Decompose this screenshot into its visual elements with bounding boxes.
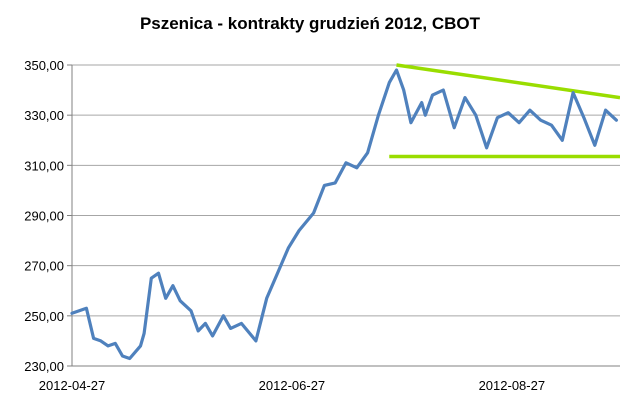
series-layer <box>70 68 619 361</box>
trend-layer <box>389 63 620 159</box>
price-series-line <box>70 68 619 361</box>
y-tick-label: 270,00 <box>24 259 64 274</box>
y-tick-label: 290,00 <box>24 209 64 224</box>
y-tick-label: 310,00 <box>24 158 64 173</box>
x-tick-label: 2012-06-27 <box>259 378 326 393</box>
chart-title: Pszenica - kontrakty grudzień 2012, CBOT <box>139 14 481 33</box>
axes-layer <box>67 64 620 367</box>
y-tick-label: 350,00 <box>24 58 64 73</box>
trend-line <box>396 63 620 100</box>
y-tick-label: 230,00 <box>24 359 64 374</box>
y-tick-label: 330,00 <box>24 108 64 123</box>
x-tick-label: 2012-08-27 <box>479 378 546 393</box>
x-tick-label: 2012-04-27 <box>39 378 106 393</box>
grid-layer <box>72 64 620 367</box>
label-layer: 230,00 250,00 270,00 290,00 310,00 330,00 350,… <box>24 58 545 393</box>
y-tick-label: 250,00 <box>24 309 64 324</box>
